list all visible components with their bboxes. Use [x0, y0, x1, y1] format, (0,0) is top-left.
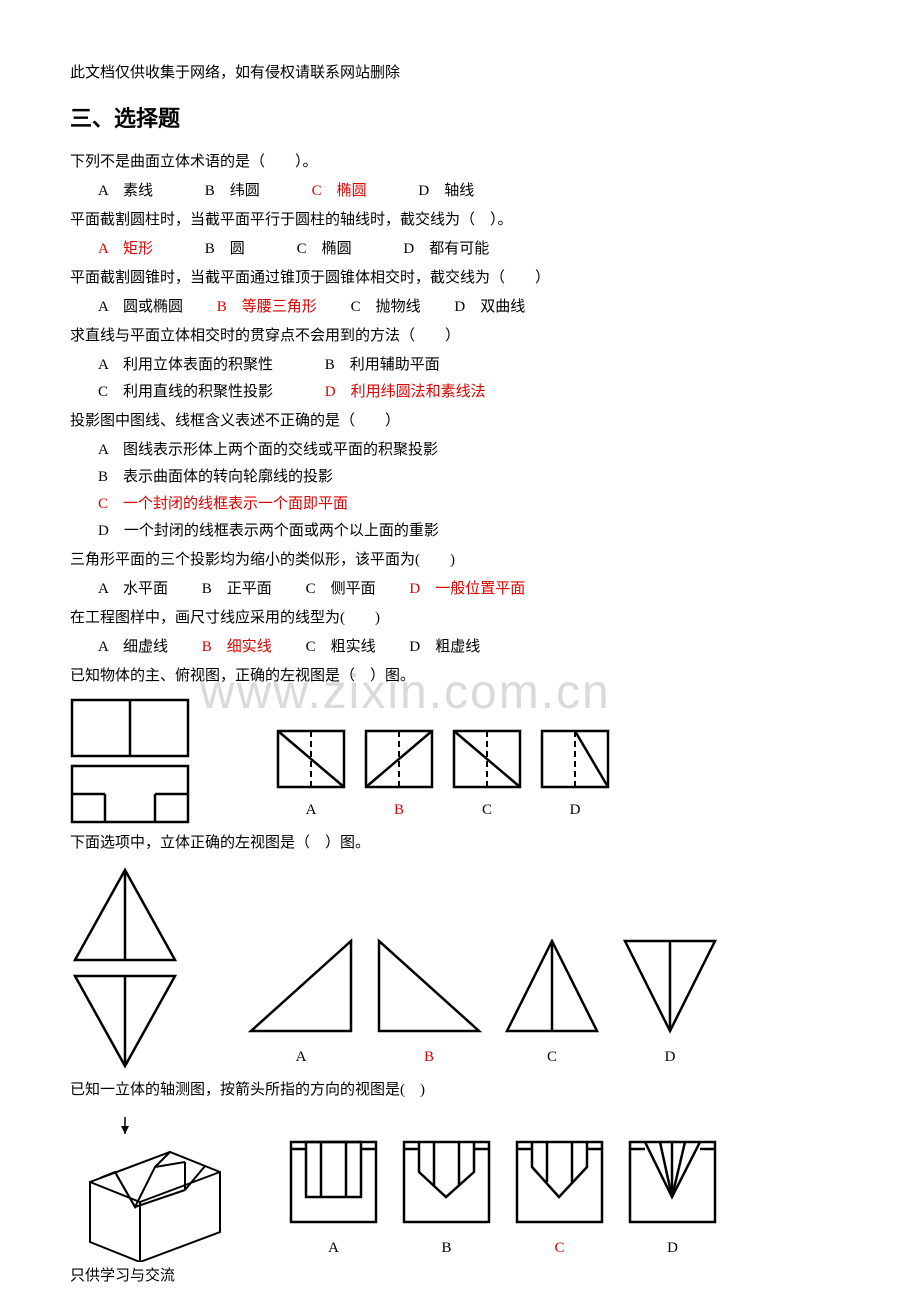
q8-labelB: B [394, 797, 404, 824]
q5-opts: A 图线表示形体上两个面的交线或平面的积聚投影 B 表示曲面体的转向轮廓线的投影… [70, 437, 850, 545]
q5-D: 一个封闭的线框表示两个面或两个以上面的重影 [124, 523, 439, 539]
q1-A: 素线 [123, 183, 153, 199]
q8-given-top [70, 764, 190, 824]
q10-text: 已知一立体的轴测图，按箭头所指的方向的视图是( ) [70, 1077, 850, 1104]
q3-B: 等腰三角形 [242, 299, 317, 315]
q7-C: 粗实线 [331, 639, 376, 655]
q5-text: 投影图中图线、线框含义表述不正确的是（ ） [70, 408, 850, 435]
q10-labelC: C [554, 1235, 564, 1262]
q9-given-front [70, 865, 180, 965]
q8-labelD: D [570, 797, 581, 824]
q4-A: 利用立体表面的积聚性 [123, 357, 273, 373]
q10-optC [512, 1137, 607, 1227]
q9-given-top [70, 971, 180, 1071]
q10-figures: A B C D [70, 1112, 850, 1262]
q5-B: 表示曲面体的转向轮廓线的投影 [123, 469, 333, 485]
q4-C: 利用直线的积聚性投影 [123, 384, 273, 400]
q9-labelB: B [424, 1044, 434, 1071]
q1-C: 椭圆 [337, 183, 367, 199]
q9-optB [374, 936, 484, 1036]
q4-D: 利用纬圆法和素线法 [351, 384, 486, 400]
q10-optA [286, 1137, 381, 1227]
footer-note: 只供学习与交流 [70, 1263, 175, 1290]
q3-text: 平面截割圆锥时，当截平面通过锥顶于圆锥体相交时，截交线为（ ） [70, 265, 850, 292]
q8-optD [540, 729, 610, 789]
q7-text: 在工程图样中，画尺寸线应采用的线型为( ) [70, 605, 850, 632]
q10-optB [399, 1137, 494, 1227]
q10-optD [625, 1137, 720, 1227]
q2-D: 都有可能 [429, 241, 489, 257]
section-title: 三、选择题 [70, 99, 850, 139]
q7-D: 粗虚线 [435, 639, 480, 655]
q2-text: 平面截割圆柱时，当截平面平行于圆柱的轴线时，截交线为（ ）。 [70, 207, 850, 234]
q5-C: 一个封闭的线框表示一个面即平面 [123, 496, 348, 512]
q4-opts: A 利用立体表面的积聚性 B 利用辅助平面 C 利用直线的积聚性投影 D 利用纬… [70, 352, 850, 406]
q2-A: 矩形 [123, 241, 153, 257]
q7-B: 细实线 [227, 639, 272, 655]
q3-A: 圆或椭圆 [123, 299, 183, 315]
q2-C: 椭圆 [322, 241, 352, 257]
q8-optC [452, 729, 522, 789]
q1-text: 下列不是曲面立体术语的是（ ）。 [70, 149, 850, 176]
q9-figures: A B C D [70, 865, 850, 1071]
q7-opts: A 细虚线 B 细实线 C 粗实线 D 粗虚线 [70, 634, 850, 661]
q10-iso [70, 1112, 230, 1262]
q2-opts: A 矩形 B 圆 C 椭圆 D 都有可能 [70, 236, 850, 263]
q8-text: 已知物体的主、俯视图，正确的左视图是（ ）图。 [70, 663, 850, 690]
q1-opts: A 素线 B 纬圆 C 椭圆 D 轴线 [70, 178, 850, 205]
q9-labelC: C [547, 1044, 557, 1071]
q9-labelA: A [296, 1044, 307, 1071]
q10-labelA: A [328, 1235, 339, 1262]
header-note: 此文档仅供收集于网络，如有侵权请联系网站删除 [70, 60, 850, 87]
q9-optD [620, 936, 720, 1036]
q8-optB [364, 729, 434, 789]
q9-text: 下面选项中，立体正确的左视图是（ ）图。 [70, 830, 850, 857]
q3-opts: A 圆或椭圆 B 等腰三角形 C 抛物线 D 双曲线 [70, 294, 850, 321]
q9-optA [246, 936, 356, 1036]
q6-B: 正平面 [227, 581, 272, 597]
q4-text: 求直线与平面立体相交时的贯穿点不会用到的方法（ ） [70, 323, 850, 350]
q9-labelD: D [665, 1044, 676, 1071]
q8-labelC: C [482, 797, 492, 824]
q6-opts: A 水平面 B 正平面 C 侧平面 D 一般位置平面 [70, 576, 850, 603]
q6-A: 水平面 [123, 581, 168, 597]
q8-optA [276, 729, 346, 789]
q10-labelB: B [441, 1235, 451, 1262]
q8-figures: A B C D [70, 698, 850, 824]
q7-A: 细虚线 [123, 639, 168, 655]
q1-B: 纬圆 [230, 183, 260, 199]
q1-D: 轴线 [444, 183, 474, 199]
q6-C: 侧平面 [331, 581, 376, 597]
q3-D: 双曲线 [480, 299, 525, 315]
q6-text: 三角形平面的三个投影均为缩小的类似形，该平面为( ) [70, 547, 850, 574]
q8-labelA: A [306, 797, 317, 824]
q8-given-front [70, 698, 190, 758]
q9-optC [502, 936, 602, 1036]
q2-B: 圆 [230, 241, 245, 257]
q10-labelD: D [667, 1235, 678, 1262]
q5-A: 图线表示形体上两个面的交线或平面的积聚投影 [123, 442, 438, 458]
q6-D: 一般位置平面 [435, 581, 525, 597]
q4-B: 利用辅助平面 [350, 357, 440, 373]
q3-C: 抛物线 [376, 299, 421, 315]
